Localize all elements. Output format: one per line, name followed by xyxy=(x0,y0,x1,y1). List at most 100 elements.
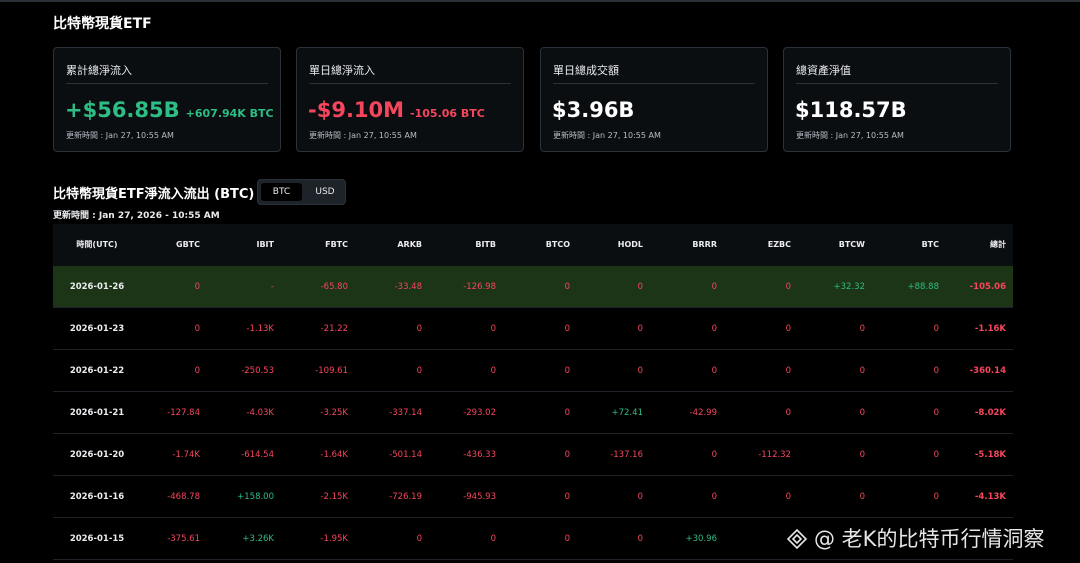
row-value: 0 xyxy=(933,450,939,460)
row-value: 0 xyxy=(637,324,643,334)
row-value: 0 xyxy=(859,450,865,460)
stat-card-divider xyxy=(796,83,998,84)
row-value: -614.54 xyxy=(241,450,274,460)
table-body: 2026-01-26 0 - -65.80 -33.48 -126.98 0 0 0 0 +32.3… xyxy=(53,266,1013,560)
row-date: 2026-01-22 xyxy=(69,366,125,376)
row-value: -126.98 xyxy=(463,282,496,292)
toggle-btc-button[interactable]: BTC xyxy=(261,183,302,201)
column-header: FBTC xyxy=(325,240,348,249)
row-value: 0 xyxy=(711,492,717,502)
stat-card-updated: 更新時間 : Jan 27, 10:55 AM xyxy=(553,131,661,140)
column-header: ARKB xyxy=(397,240,422,249)
stat-card-title: 單日總成交額 xyxy=(553,64,619,77)
column-header: EZBC xyxy=(767,240,791,249)
row-value: 0 xyxy=(564,450,570,460)
row-value: -5.18K xyxy=(974,450,1006,460)
etf-flow-table: 時間(UTC) GBTC IBIT FBTC ARKB BITB BTCO HODL BRRR E… xyxy=(53,224,1013,560)
row-date: 2026-01-23 xyxy=(69,324,125,334)
stat-card-main-value: $3.96B xyxy=(552,98,635,122)
row-value: 0 xyxy=(194,324,200,334)
row-value: - xyxy=(270,282,274,292)
row-value: -21.22 xyxy=(320,324,348,334)
row-value: -501.14 xyxy=(389,450,422,460)
table-row: 2026-01-26 0 - -65.80 -33.48 -126.98 0 0 0 0 +32.3… xyxy=(53,266,1013,308)
stat-card-value: $118.57B xyxy=(795,98,913,122)
row-value: -726.19 xyxy=(389,492,422,502)
column-header: BTCO xyxy=(545,240,570,249)
table-header: 時間(UTC) GBTC IBIT FBTC ARKB BITB BTCO HODL BRRR E… xyxy=(53,224,1013,266)
row-value: -4.13K xyxy=(974,492,1006,502)
row-value: -127.84 xyxy=(167,408,200,418)
table-row: 2026-01-20 -1.74K -614.54 -1.64K -501.14 -436… xyxy=(53,434,1013,476)
row-value: 0 xyxy=(564,366,570,376)
stat-card-title: 總資產淨值 xyxy=(796,64,851,77)
row-value: 0 xyxy=(490,324,496,334)
column-header: BRRR xyxy=(692,240,717,249)
toggle-usd-button[interactable]: USD xyxy=(315,187,335,197)
row-value: -3.25K xyxy=(320,408,348,418)
row-value: 0 xyxy=(416,324,422,334)
row-value: 0 xyxy=(933,366,939,376)
row-value: 0 xyxy=(564,324,570,334)
column-header: 總計 xyxy=(990,240,1006,249)
row-value: -1.16K xyxy=(974,324,1006,334)
row-value: -1.74K xyxy=(172,450,200,460)
stat-card-divider xyxy=(553,83,755,84)
row-value: -360.14 xyxy=(969,366,1006,376)
row-date: 2026-01-21 xyxy=(69,408,125,418)
stat-card-title: 單日總淨流入 xyxy=(309,64,375,77)
stat-card-divider xyxy=(66,83,268,84)
column-header: 時間(UTC) xyxy=(76,240,118,249)
row-value: +3.26K xyxy=(242,534,274,544)
row-value: 0 xyxy=(933,492,939,502)
row-value: 0 xyxy=(637,492,643,502)
table-row: 2026-01-16 -468.78 +158.00 -2.15K -726.19 -94… xyxy=(53,476,1013,518)
top-divider xyxy=(0,0,1080,2)
stat-card-sub-value: +607.94K BTC xyxy=(185,107,274,120)
row-value: 0 xyxy=(933,408,939,418)
row-value: -250.53 xyxy=(241,366,274,376)
row-date: 2026-01-15 xyxy=(69,534,125,544)
stat-card-updated: 更新時間 : Jan 27, 10:55 AM xyxy=(796,131,904,140)
row-value: 0 xyxy=(859,408,865,418)
row-value: +30.96 xyxy=(685,534,717,544)
table-row: 2026-01-23 0 -1.13K -21.22 0 0 0 0 0 0 0 0 -1.16K xyxy=(53,308,1013,350)
stat-card-main-value: -$9.10M xyxy=(308,98,405,122)
row-date: 2026-01-26 xyxy=(69,282,125,292)
column-header: BTC xyxy=(921,240,939,249)
stat-card-sub-value: -105.06 BTC xyxy=(410,107,485,120)
watermark-text: @ 老K的比特币行情洞察 xyxy=(786,523,1044,553)
row-value: 0 xyxy=(711,282,717,292)
row-value: 0 xyxy=(490,534,496,544)
row-value: -375.61 xyxy=(167,534,200,544)
row-value: 0 xyxy=(711,324,717,334)
row-value: 0 xyxy=(637,366,643,376)
row-value: 0 xyxy=(637,282,643,292)
table-row: 2026-01-22 0 -250.53 -109.61 0 0 0 0 0 0 0 0 -360.14 xyxy=(53,350,1013,392)
stat-card: 總資產淨值 $118.57B 更新時間 : Jan 27, 10:55 AM xyxy=(783,47,1011,152)
row-value: 0 xyxy=(859,492,865,502)
row-value: 0 xyxy=(416,534,422,544)
stat-card-title: 累計總淨流入 xyxy=(66,64,132,77)
row-value: 0 xyxy=(859,324,865,334)
page-title: 比特幣現貨ETF xyxy=(53,16,152,32)
row-value: -2.15K xyxy=(320,492,348,502)
stat-card-divider xyxy=(309,83,511,84)
stat-card-main-value: $118.57B xyxy=(795,98,907,122)
unit-toggle: BTC USD xyxy=(257,179,346,205)
row-value: -112.32 xyxy=(758,450,791,460)
row-value: 0 xyxy=(711,366,717,376)
row-value: 0 xyxy=(194,366,200,376)
row-value: 0 xyxy=(637,534,643,544)
row-value: -105.06 xyxy=(969,282,1006,292)
row-value: 0 xyxy=(785,366,791,376)
row-value: -8.02K xyxy=(974,408,1006,418)
column-header: GBTC xyxy=(176,240,200,249)
row-value: -1.64K xyxy=(320,450,348,460)
row-value: 0 xyxy=(564,534,570,544)
row-value: 0 xyxy=(416,366,422,376)
row-value: 0 xyxy=(859,366,865,376)
stat-card: 單日總成交額 $3.96B 更新時間 : Jan 27, 10:55 AM xyxy=(540,47,768,152)
row-value: +158.00 xyxy=(237,492,274,502)
stat-card-value: $3.96B xyxy=(552,98,640,122)
